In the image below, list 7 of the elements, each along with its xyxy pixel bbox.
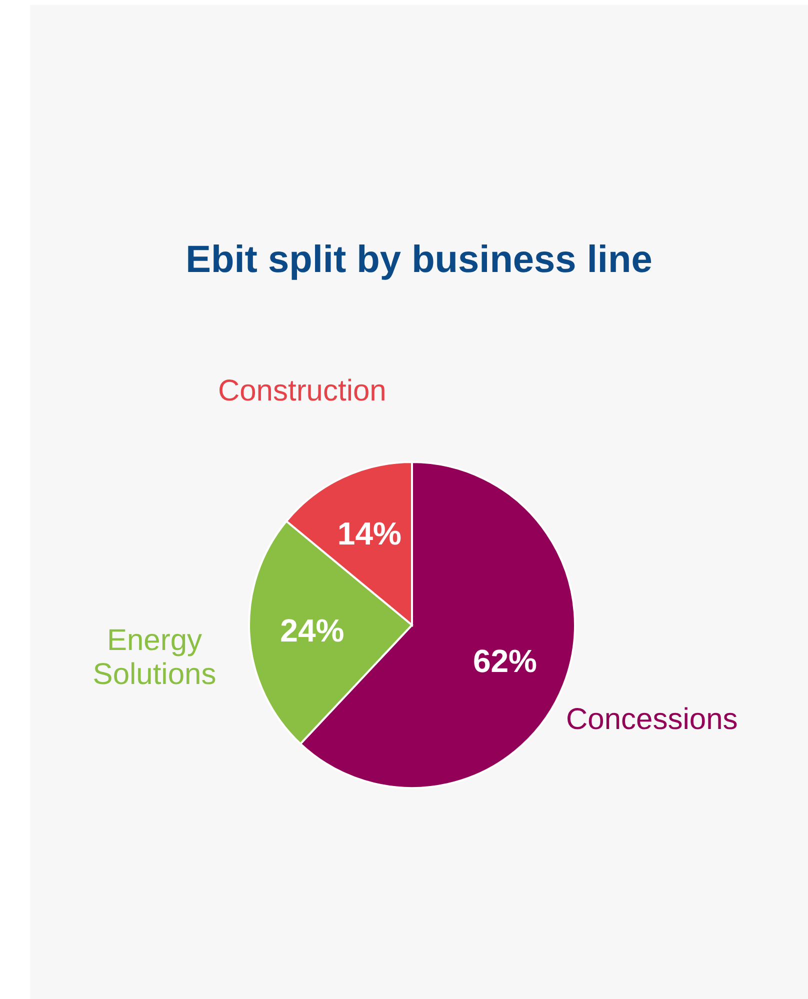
data-label: 24%	[280, 612, 344, 648]
slice-label: Concessions	[566, 702, 738, 736]
slice-label: Construction	[218, 374, 386, 408]
data-label: 62%	[472, 642, 537, 679]
chart-title: Ebit split by business line	[186, 239, 652, 281]
data-label: 14%	[337, 516, 402, 552]
slice-label: Energy Solutions	[92, 624, 216, 692]
